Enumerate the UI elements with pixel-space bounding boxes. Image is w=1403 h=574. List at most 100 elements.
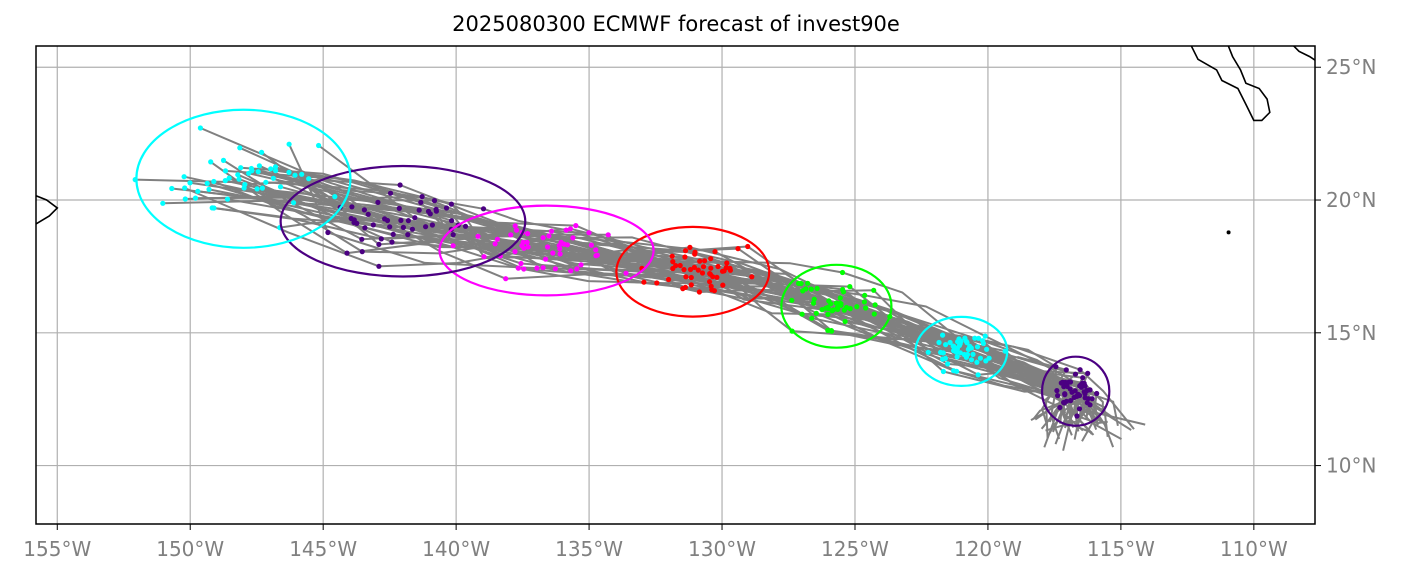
position-point-indigo [376, 241, 382, 247]
position-point-indigo [405, 232, 411, 238]
axis-ticks: 155°W 150°W 145°W 140°W 135°W 130°W 125°W 120°W… [23, 55, 1376, 561]
position-point-magenta [574, 266, 580, 272]
position-point-magenta [503, 276, 509, 282]
position-point-cyan [248, 165, 254, 172]
ensemble-track [288, 143, 1068, 423]
position-point-cyan [206, 186, 212, 192]
position-point-cyan [182, 185, 188, 191]
position-point-indigo [359, 249, 365, 255]
position-point-indigo [416, 207, 422, 213]
position-point-indigo [433, 208, 439, 214]
position-point-red [682, 284, 689, 290]
spread-ellipse-magenta [438, 204, 655, 297]
position-point-red [692, 249, 698, 255]
map-frame [35, 45, 1316, 525]
position-point-red [688, 282, 694, 288]
position-point-indigo [1087, 387, 1093, 393]
position-point-indigo [448, 201, 454, 207]
position-point-red [682, 254, 688, 260]
position-point-cyan [972, 335, 978, 341]
position-point-cyan [268, 166, 274, 172]
position-point-magenta [481, 254, 487, 260]
position-point-magenta [512, 249, 518, 255]
position-point-indigo [462, 223, 469, 229]
position-point-cyan [940, 368, 947, 375]
position-point-red [666, 276, 672, 283]
tick-label-lon: 120°W [954, 537, 1022, 561]
position-point-green [823, 305, 829, 311]
position-point-red [683, 274, 689, 280]
position-point-cyan [255, 169, 261, 175]
tick-label-lon: 110°W [1220, 537, 1288, 561]
position-point-cyan [925, 349, 931, 355]
position-point-cyan [222, 168, 229, 174]
position-point-cyan [968, 357, 975, 363]
position-point-cyan [238, 165, 244, 171]
position-point-red [735, 246, 741, 252]
position-point-green [837, 295, 843, 301]
position-point-green [839, 269, 846, 276]
position-point-cyan [984, 346, 990, 352]
position-point-cyan [181, 174, 187, 180]
position-point-green [803, 286, 809, 292]
position-point-indigo [375, 199, 381, 205]
coastline-baja [1190, 46, 1271, 122]
spread-ellipse-red [615, 225, 771, 318]
position-point-green [843, 304, 850, 311]
position-point-cyan [954, 354, 960, 360]
position-point-magenta [521, 266, 527, 272]
position-point-indigo [1082, 391, 1088, 397]
position-point-magenta [515, 265, 521, 271]
position-point-indigo [397, 182, 403, 188]
spread-ellipses [135, 108, 1111, 427]
position-point-indigo [1058, 380, 1064, 386]
position-point-cyan [286, 141, 292, 147]
position-point-green [789, 297, 795, 303]
position-point-red [708, 256, 714, 262]
position-point-cyan [192, 195, 199, 201]
position-point-magenta [518, 260, 524, 267]
position-point-cyan [222, 178, 228, 184]
position-point-cyan [967, 343, 973, 349]
position-point-magenta [570, 235, 576, 241]
ensemble-track [185, 195, 1079, 420]
position-point-green [833, 300, 839, 306]
position-point-magenta [623, 270, 629, 276]
position-point-cyan [970, 351, 976, 357]
tick-label-lat: 10°N [1326, 454, 1376, 478]
position-point-magenta [524, 239, 530, 245]
position-point-indigo [429, 222, 435, 228]
position-point-magenta [492, 241, 498, 247]
position-point-cyan [270, 175, 276, 181]
position-point-red [749, 274, 755, 280]
position-point-indigo [431, 198, 438, 204]
spread-ellipse-indigo [1040, 355, 1111, 427]
position-point-green [847, 284, 853, 290]
position-point-cyan [961, 351, 967, 358]
position-point-indigo [1084, 400, 1090, 406]
position-point-indigo [1072, 371, 1079, 377]
position-point-indigo [400, 224, 406, 230]
position-point-cyan [947, 339, 953, 346]
position-point-cyan [982, 333, 988, 339]
forecast-positions [132, 125, 1100, 419]
position-point-red [681, 267, 687, 273]
position-point-green [825, 311, 831, 317]
position-point-indigo [389, 239, 395, 245]
position-point-red [727, 265, 733, 271]
position-point-indigo [1094, 390, 1100, 397]
position-point-indigo [1066, 379, 1072, 385]
position-point-cyan [955, 339, 961, 345]
position-point-cyan [220, 157, 227, 163]
gridlines [36, 46, 1315, 524]
position-point-cyan [211, 178, 217, 185]
position-point-magenta [494, 236, 500, 242]
position-point-magenta [556, 243, 562, 249]
position-point-cyan [224, 196, 231, 202]
position-point-red [691, 264, 698, 270]
tick-label-lat: 15°N [1326, 321, 1376, 345]
position-point-green [813, 310, 819, 316]
position-point-indigo [443, 205, 450, 211]
spread-ellipse-green [780, 263, 893, 349]
coastlines [36, 46, 1315, 235]
